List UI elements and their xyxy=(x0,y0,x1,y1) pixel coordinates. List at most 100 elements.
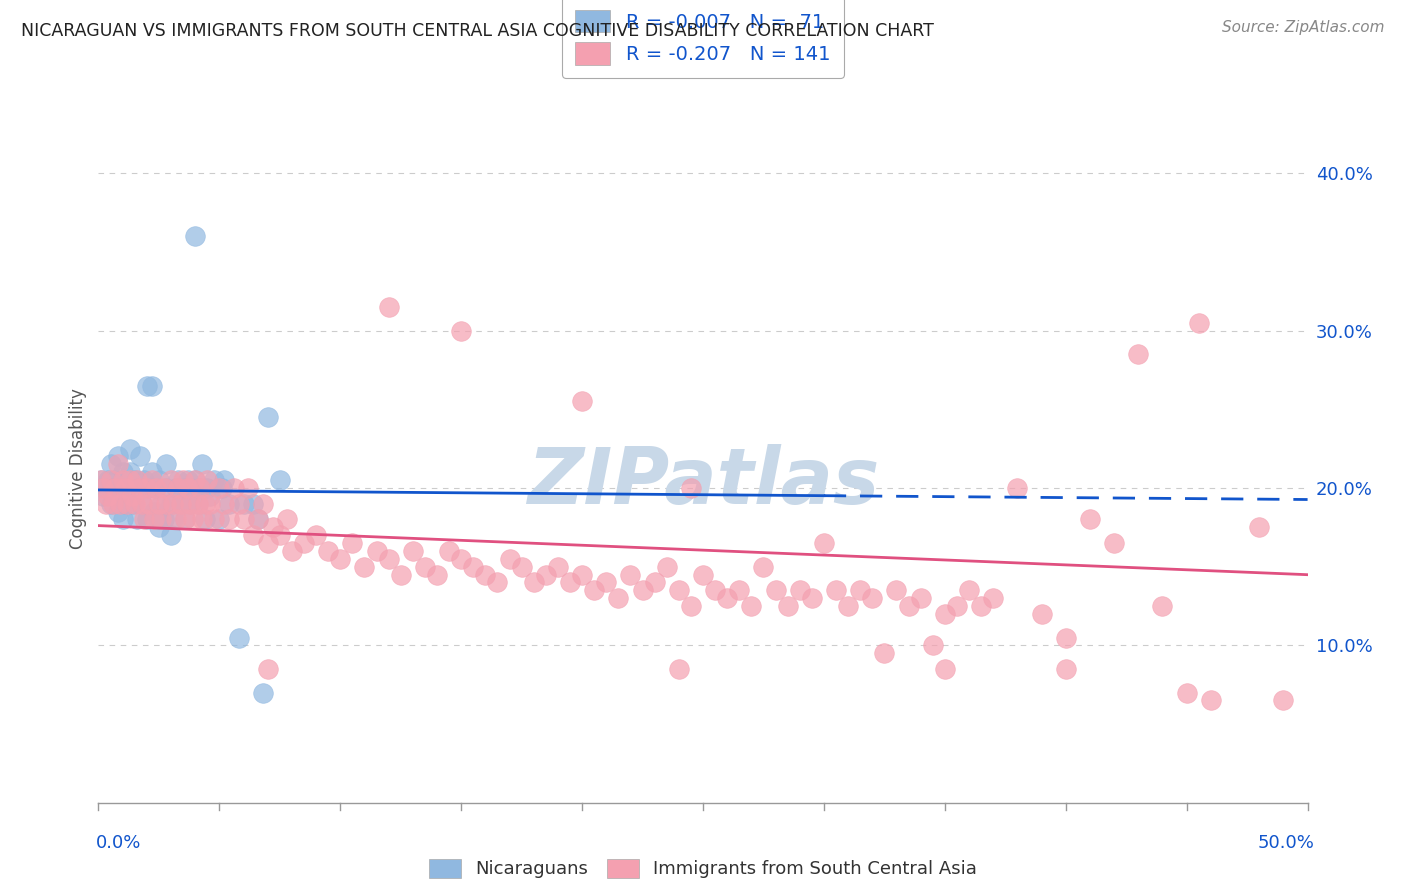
Point xyxy=(873,646,896,660)
Point xyxy=(148,473,170,487)
Point xyxy=(228,497,250,511)
Point xyxy=(256,536,278,550)
Point xyxy=(595,575,617,590)
Point xyxy=(837,599,859,613)
Point xyxy=(188,481,211,495)
Point xyxy=(111,512,134,526)
Point xyxy=(886,583,908,598)
Point xyxy=(1054,662,1077,676)
Point xyxy=(402,544,425,558)
Point xyxy=(145,481,167,495)
Point xyxy=(1199,693,1222,707)
Point xyxy=(155,481,177,495)
Point xyxy=(141,465,163,479)
Point xyxy=(276,512,298,526)
Text: ZIPatlas: ZIPatlas xyxy=(527,443,879,520)
Point xyxy=(143,505,166,519)
Point xyxy=(256,410,278,425)
Point xyxy=(218,497,240,511)
Point xyxy=(162,497,184,511)
Point xyxy=(101,481,124,495)
Point xyxy=(162,512,184,526)
Point xyxy=(91,489,114,503)
Point xyxy=(148,512,170,526)
Point xyxy=(631,583,654,598)
Point xyxy=(135,481,157,495)
Point xyxy=(152,512,174,526)
Point xyxy=(981,591,1004,606)
Point xyxy=(765,583,787,598)
Point xyxy=(228,631,250,645)
Point xyxy=(426,567,449,582)
Point xyxy=(212,473,235,487)
Point xyxy=(184,473,207,487)
Point xyxy=(141,378,163,392)
Point xyxy=(1188,316,1211,330)
Point xyxy=(789,583,811,598)
Point xyxy=(94,481,117,495)
Point xyxy=(138,481,160,495)
Point xyxy=(218,512,240,526)
Point xyxy=(118,473,141,487)
Point xyxy=(187,497,209,511)
Point xyxy=(145,481,167,495)
Point xyxy=(547,559,569,574)
Point xyxy=(776,599,799,613)
Point xyxy=(281,544,304,558)
Point xyxy=(195,473,218,487)
Point xyxy=(160,528,183,542)
Point xyxy=(204,473,226,487)
Point xyxy=(934,662,956,676)
Point xyxy=(377,300,399,314)
Point xyxy=(114,481,136,495)
Point xyxy=(1249,520,1271,534)
Text: 0.0%: 0.0% xyxy=(96,834,141,852)
Point xyxy=(172,473,194,487)
Point xyxy=(184,473,207,487)
Point xyxy=(413,559,436,574)
Point xyxy=(124,473,146,487)
Point xyxy=(101,497,124,511)
Point xyxy=(1128,347,1150,361)
Point xyxy=(247,512,270,526)
Point xyxy=(252,685,274,699)
Point xyxy=(510,559,533,574)
Point xyxy=(534,567,557,582)
Point xyxy=(740,599,762,613)
Point xyxy=(184,229,207,244)
Point xyxy=(329,551,352,566)
Point xyxy=(194,497,217,511)
Point xyxy=(90,473,112,487)
Point xyxy=(177,481,200,495)
Text: 50.0%: 50.0% xyxy=(1258,834,1315,852)
Point xyxy=(1054,631,1077,645)
Point xyxy=(114,497,136,511)
Point xyxy=(117,497,139,511)
Point xyxy=(523,575,546,590)
Point xyxy=(262,520,284,534)
Point xyxy=(1102,536,1125,550)
Point xyxy=(825,583,848,598)
Point xyxy=(179,497,201,511)
Point xyxy=(111,473,134,487)
Point xyxy=(152,481,174,495)
Point xyxy=(150,497,173,511)
Point xyxy=(716,591,738,606)
Point xyxy=(155,497,177,511)
Point xyxy=(134,512,156,526)
Point xyxy=(269,528,291,542)
Text: Source: ZipAtlas.com: Source: ZipAtlas.com xyxy=(1222,20,1385,35)
Point xyxy=(668,662,690,676)
Point xyxy=(242,497,264,511)
Legend: Nicaraguans, Immigrants from South Central Asia: Nicaraguans, Immigrants from South Centr… xyxy=(419,850,987,888)
Point xyxy=(1152,599,1174,613)
Point xyxy=(813,536,835,550)
Point xyxy=(100,458,122,472)
Point xyxy=(366,544,388,558)
Point xyxy=(169,497,191,511)
Point xyxy=(463,559,485,574)
Point xyxy=(921,639,943,653)
Point xyxy=(211,481,233,495)
Point xyxy=(498,551,520,566)
Point xyxy=(107,505,129,519)
